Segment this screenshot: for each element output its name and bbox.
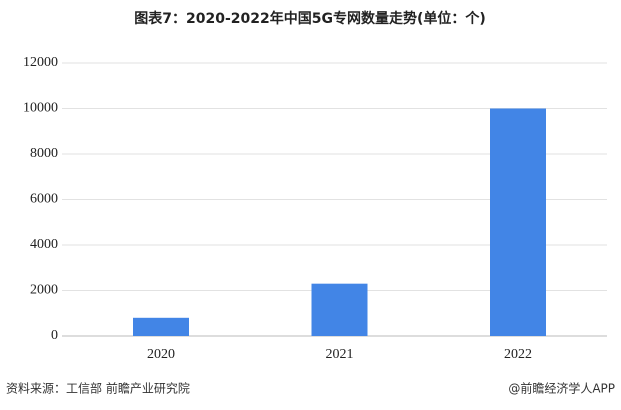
bar [490,108,546,336]
bar [133,317,189,336]
y-tick-label: 2000 [30,283,58,298]
y-tick-label: 6000 [30,192,58,207]
y-tick-label: 4000 [30,237,58,252]
y-tick-label: 8000 [30,146,58,161]
y-tick-label: 10000 [23,101,58,116]
y-tick-label: 12000 [23,55,58,70]
source-note: 资料来源：工信部 前瞻产业研究院 [6,381,190,396]
y-tick-label: 0 [51,328,58,343]
bar [311,283,368,336]
x-tick-label: 2021 [326,347,354,362]
x-tick-label: 2022 [504,347,532,362]
x-tick-label: 2020 [147,347,175,362]
credit: @前瞻经济学人APP [508,381,615,396]
chart-title: 图表7：2020-2022年中国5G专网数量走势(单位：个) [134,10,486,27]
